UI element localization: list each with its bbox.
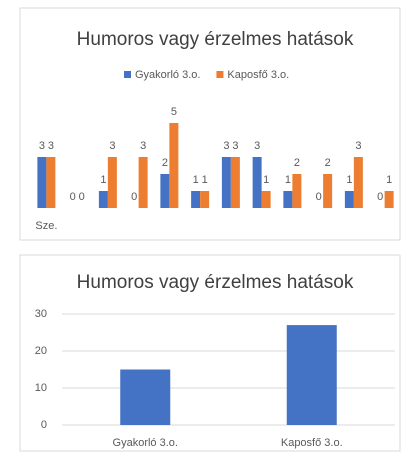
bar (138, 157, 148, 208)
data-label: 3 (223, 140, 229, 152)
data-label: 2 (294, 157, 300, 169)
data-label: 3 (109, 140, 115, 152)
data-label: 1 (346, 174, 352, 186)
data-label: 3 (48, 140, 54, 152)
x-tick-label: Sze. (35, 220, 57, 232)
data-label: 1 (193, 174, 199, 186)
bar (46, 157, 56, 208)
data-label: 1 (100, 174, 106, 186)
bar (344, 191, 354, 208)
data-label: 0 (70, 191, 76, 203)
legend-label: Kaposfő 3.o. (227, 69, 289, 81)
legend-label: Gyakorló 3.o. (135, 69, 200, 81)
data-label: 3 (355, 140, 361, 152)
bar (191, 191, 201, 208)
bar (323, 174, 333, 208)
data-label: 5 (171, 106, 177, 118)
bar (107, 157, 117, 208)
bar (221, 157, 231, 208)
data-label: 0 (79, 191, 85, 203)
data-label: 1 (263, 174, 269, 186)
y-tick-label: 10 (35, 382, 47, 394)
legend-swatch (216, 71, 224, 78)
bar (286, 325, 337, 425)
data-label: 3 (232, 140, 238, 152)
data-label: 1 (202, 174, 208, 186)
x-tick-label: Kaposfő 3.o. (281, 437, 343, 449)
bar (200, 191, 210, 208)
data-label: 0 (377, 191, 383, 203)
bar (169, 123, 179, 208)
bar (353, 157, 363, 208)
data-label: 0 (316, 191, 322, 203)
bar (37, 157, 47, 208)
bar (160, 174, 170, 208)
chart-title: Humoros vagy érzelmes hatások (77, 29, 354, 50)
bar (384, 191, 394, 208)
y-tick-label: 0 (41, 419, 47, 431)
data-label: 1 (285, 174, 291, 186)
data-label: 3 (254, 140, 260, 152)
y-tick-label: 20 (35, 345, 47, 357)
chart-frame (19, 7, 401, 241)
bar (120, 369, 171, 425)
data-label: 3 (39, 140, 45, 152)
data-label: 3 (140, 140, 146, 152)
data-label: 1 (386, 174, 392, 186)
chart-title: Humoros vagy érzelmes hatások (77, 272, 354, 293)
bar (283, 191, 293, 208)
x-tick-label: Gyakorló 3.o. (113, 437, 178, 449)
y-tick-label: 30 (35, 308, 47, 320)
bar (230, 157, 240, 208)
bar (261, 191, 271, 208)
data-label: 2 (162, 157, 168, 169)
data-label: 0 (131, 191, 137, 203)
bar (98, 191, 108, 208)
bar (252, 157, 262, 208)
legend-swatch (124, 71, 131, 78)
data-label: 2 (325, 157, 331, 169)
bar (292, 174, 302, 208)
